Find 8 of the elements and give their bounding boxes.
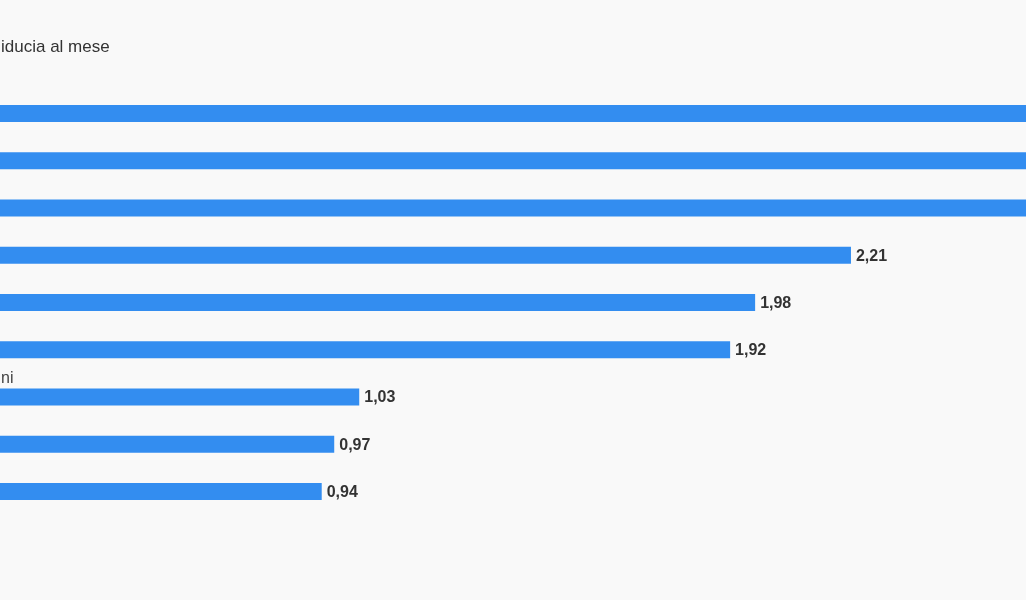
chart-title: iducia al mese bbox=[1, 37, 110, 57]
data-label: 0,97 bbox=[339, 435, 371, 453]
data-label: 1,98 bbox=[760, 293, 792, 311]
data-label: 0,94 bbox=[326, 482, 358, 500]
data-label: 1,03 bbox=[364, 388, 396, 406]
data-label: 2,21 bbox=[855, 246, 888, 264]
y-tick-label: ni bbox=[1, 368, 14, 386]
data-label: 1,92 bbox=[735, 341, 767, 359]
